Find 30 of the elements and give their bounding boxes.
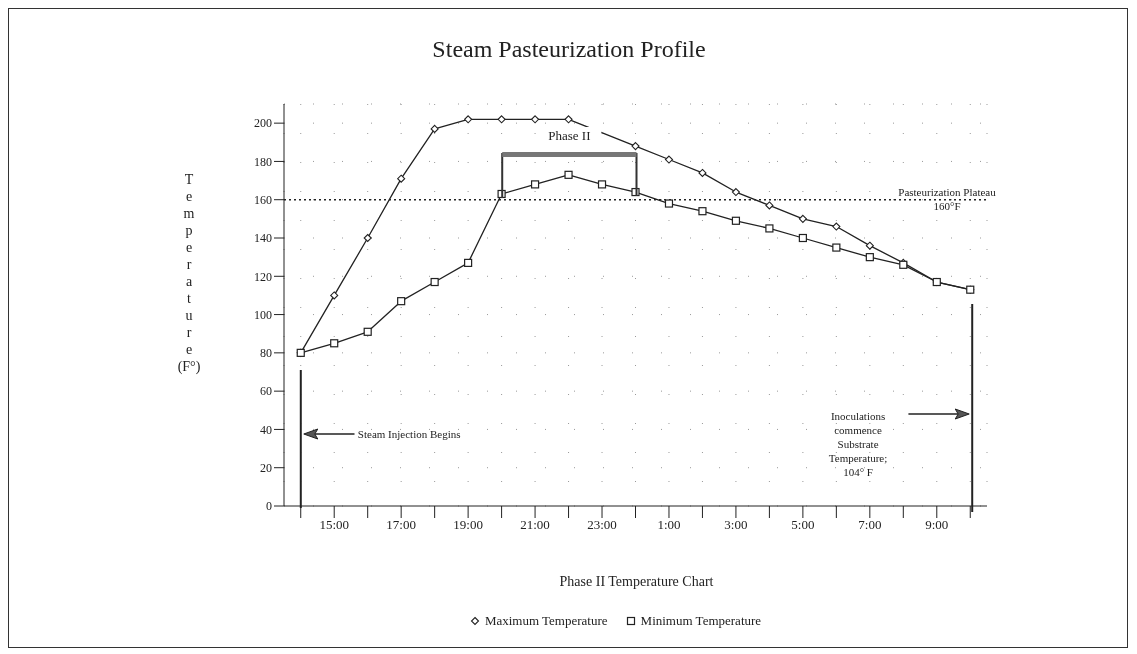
y-tick-label: 0 (266, 499, 272, 514)
x-tick-label: 17:00 (386, 517, 416, 533)
x-tick-label: 7:00 (858, 517, 882, 533)
x-axis-title: Phase II Temperature Chart (559, 574, 714, 589)
x-tick-label: 5:00 (791, 517, 815, 533)
text: Temperature (F°) (177, 172, 201, 374)
legend-label: Minimum Temperature (640, 613, 762, 629)
chart-title: Steam Pasteurization Profile (432, 36, 706, 62)
x-tick-label: 19:00 (453, 517, 483, 533)
y-tick-label: 100 (254, 307, 272, 322)
y-tick-label: 80 (260, 346, 272, 361)
legend-label: Maximum Temperature (484, 613, 608, 629)
x-tick-label: 15:00 (319, 517, 350, 533)
ref-line-label: Pasteurization Plateau 160°F (898, 185, 997, 212)
y-tick-label: 140 (254, 231, 272, 246)
x-tick-label: 1:00 (657, 517, 681, 533)
annotation: Steam Injection Begins (357, 428, 461, 440)
x-tick-label: 9:00 (925, 517, 949, 533)
y-tick-label: 120 (254, 269, 272, 284)
y-tick-label: 200 (254, 116, 272, 131)
x-tick-label: 3:00 (724, 517, 748, 533)
y-tick-label: 40 (260, 422, 272, 437)
y-tick-label: 160 (254, 192, 272, 207)
x-tick-label: 23:00 (587, 517, 617, 533)
annotation: Inoculations commence Substrate Temperature; 104° F (828, 410, 888, 478)
annotation: Phase II (548, 128, 591, 143)
y-tick-label: 20 (260, 460, 272, 475)
y-tick-label: 180 (254, 154, 272, 169)
y-tick-label: 60 (260, 384, 272, 399)
x-tick-label: 21:00 (520, 517, 550, 533)
